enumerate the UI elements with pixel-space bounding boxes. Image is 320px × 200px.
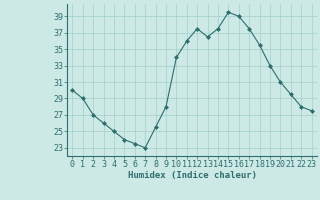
- X-axis label: Humidex (Indice chaleur): Humidex (Indice chaleur): [127, 171, 257, 180]
